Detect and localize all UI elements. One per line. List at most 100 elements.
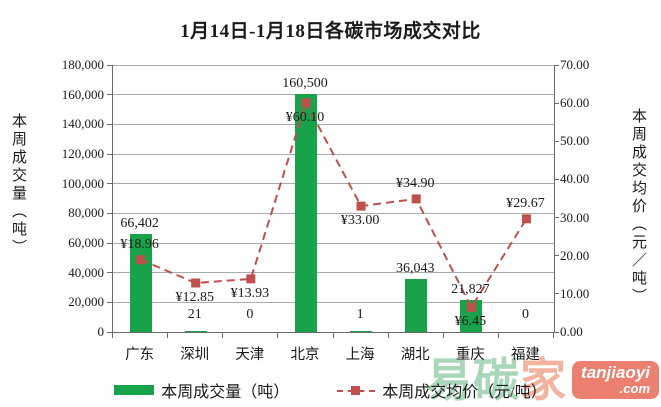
right-axis-tick: [554, 255, 559, 257]
watermark-char-jia: 家: [520, 354, 567, 406]
price-value-label-7: ¥6.45: [454, 314, 487, 330]
left-axis-tick-label: 20,000: [68, 294, 104, 310]
left-axis-tick: [107, 331, 112, 333]
price-marker-北京: [301, 98, 311, 108]
right-axis-tick: [554, 178, 559, 180]
bar-value-label-8: 0: [521, 307, 529, 322]
watermark-site-tld: .com: [619, 381, 650, 396]
left-axis-tick: [107, 64, 112, 66]
price-marker-深圳: [191, 278, 201, 288]
legend-price-label: 本周成交均价（元/吨）: [382, 384, 547, 401]
bar-重庆: [460, 299, 483, 332]
x-axis-tick: [222, 333, 224, 338]
left-axis-title: 本周成交量（吨）: [10, 113, 26, 257]
x-axis-tick: [112, 333, 113, 338]
bar-value-label-3: 0: [246, 307, 254, 322]
left-axis-tick: [107, 183, 112, 185]
left-axis-tick: [107, 272, 112, 274]
price-marker-湖北: [411, 194, 421, 204]
x-axis-label-8: 福建: [510, 347, 540, 363]
watermark-site-name: tanjiaoyi: [581, 363, 650, 382]
right-axis-tick-label: 60.00: [560, 95, 590, 111]
bar-上海: [350, 330, 373, 332]
price-marker-上海: [356, 201, 366, 211]
right-axis-tick: [554, 331, 559, 333]
x-axis-tick: [167, 333, 169, 338]
gridline: [113, 94, 554, 96]
left-axis-tick: [107, 212, 112, 214]
plot-area: [112, 64, 555, 333]
right-axis-title: 本周成交均价（元／吨）: [630, 108, 646, 306]
left-axis-tick-label: 120,000: [61, 146, 104, 161]
left-axis-tick-label: 140,000: [61, 116, 104, 132]
left-axis-tick-label: 60,000: [68, 235, 104, 250]
bar-value-label-4: 160,500: [282, 75, 328, 91]
square-marker-icon: [351, 385, 361, 395]
left-axis-tick-label: 80,000: [68, 205, 104, 221]
right-axis-tick: [554, 293, 559, 295]
left-axis-tick-label: 160,000: [61, 86, 104, 102]
legend-item-volume: 本周成交量（吨）: [114, 378, 289, 402]
price-line-path: [140, 100, 528, 310]
price-value-label-2: ¥12.85: [175, 289, 214, 305]
gridline: [113, 242, 554, 244]
price-value-label-4: ¥60.10: [285, 109, 325, 125]
gridline: [113, 212, 554, 214]
price-line-swatch-icon: [337, 385, 376, 395]
price-marker-天津: [246, 274, 256, 284]
price-value-label-8: ¥29.67: [506, 195, 545, 211]
left-axis-tick-label: 40,000: [68, 264, 104, 280]
left-axis-tick: [107, 123, 112, 125]
x-axis-tick: [442, 333, 444, 338]
right-axis-tick-label: 0.00: [560, 324, 583, 339]
watermark-char-tan: 碳: [473, 354, 520, 406]
right-axis-tick-label: 30.00: [560, 209, 590, 225]
right-axis-tick-label: 50.00: [560, 133, 590, 149]
left-axis-tick: [107, 153, 112, 155]
x-axis-label-4: 北京: [290, 347, 320, 363]
bar-湖北: [405, 278, 428, 332]
bar-value-label-1: 66,402: [120, 215, 159, 231]
legend-item-price: 本周成交均价（元/吨）: [337, 378, 547, 402]
legend: 本周成交量（吨） 本周成交均价（元/吨）: [0, 378, 661, 402]
watermark: 易 碳 家 tanjiaoyi .com: [426, 357, 659, 403]
bar-value-label-2: 21: [187, 307, 202, 322]
watermark-char-yi: 易: [426, 354, 473, 406]
bar-深圳: [184, 330, 207, 332]
price-line-series: [136, 98, 531, 312]
right-axis-tick-label: 70.00: [560, 57, 590, 72]
price-value-label-5: ¥33.00: [340, 213, 380, 229]
left-axis-tick-label: 0: [97, 324, 105, 339]
watermark-site-badge: tanjiaoyi .com: [572, 361, 659, 399]
bar-广东: [129, 233, 152, 332]
bar-北京: [294, 93, 317, 332]
x-axis-tick: [497, 333, 499, 338]
price-value-label-6: ¥34.90: [395, 175, 435, 191]
x-axis-tick: [387, 333, 389, 338]
gridline: [113, 183, 554, 185]
left-axis-tick: [107, 94, 112, 96]
price-marker-福建: [521, 214, 531, 224]
bar-value-label-5: 1: [356, 307, 364, 322]
chart-title: 1月14日-1月18日各碳市场成交对比: [180, 21, 481, 42]
right-axis-tick-label: 40.00: [560, 171, 590, 187]
right-axis-tick: [554, 102, 559, 104]
gridline: [113, 272, 554, 274]
right-axis-tick-label: 10.00: [560, 285, 590, 301]
x-axis-label-2: 深圳: [180, 347, 210, 363]
x-axis-label-1: 广东: [125, 347, 155, 363]
price-value-label-3: ¥13.93: [230, 285, 270, 301]
x-axis-tick: [277, 333, 279, 338]
x-axis-tick: [553, 333, 554, 338]
gridline: [113, 123, 554, 125]
x-axis-label-6: 湖北: [400, 347, 430, 363]
volume-bar-swatch-icon: [114, 385, 155, 395]
gridline: [113, 301, 554, 303]
bar-value-label-6: 36,043: [395, 260, 435, 276]
right-axis-tick-label: 20.00: [560, 247, 590, 263]
price-marker-广东: [136, 255, 146, 265]
price-value-label-1: ¥18.96: [120, 236, 159, 252]
price-marker-重庆: [466, 302, 476, 312]
left-axis-tick-label: 100,000: [61, 175, 104, 191]
